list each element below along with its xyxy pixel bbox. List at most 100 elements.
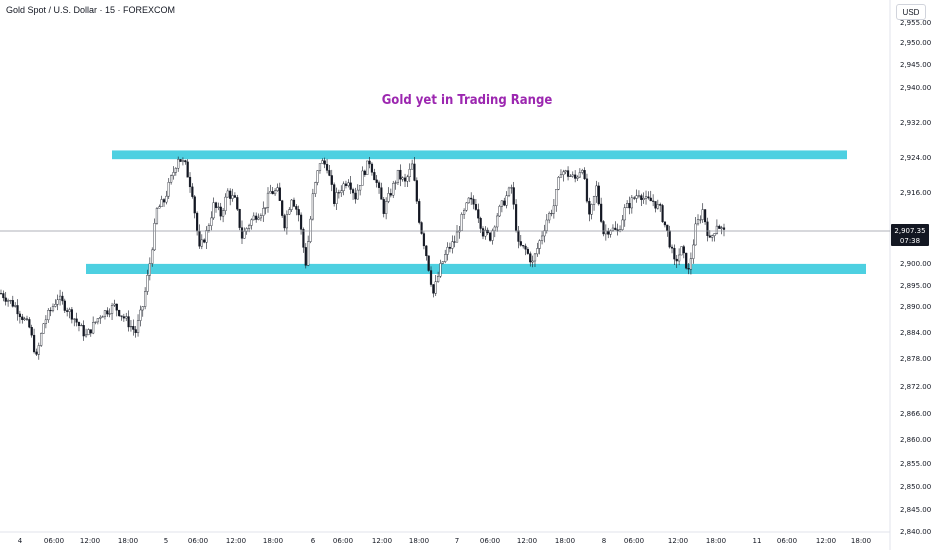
y-tick-label: 2,900.00 xyxy=(900,260,931,268)
candle-body xyxy=(47,310,50,321)
candle-body xyxy=(448,246,452,249)
candle xyxy=(571,171,574,178)
candle-body xyxy=(602,221,605,235)
candle-body xyxy=(614,227,617,230)
candle-body xyxy=(559,174,563,178)
candle-body xyxy=(299,214,303,230)
candle-body xyxy=(264,207,267,209)
candle xyxy=(309,216,312,244)
candle xyxy=(439,259,442,278)
candle-body xyxy=(420,222,423,234)
candle xyxy=(462,208,466,220)
candle-body xyxy=(314,182,317,194)
candle-body xyxy=(68,309,71,312)
candle-body xyxy=(626,203,629,208)
candle xyxy=(73,318,76,327)
candle xyxy=(316,170,319,186)
chart-annotation[interactable]: Gold yet in Trading Range xyxy=(382,93,553,108)
candle xyxy=(28,317,31,329)
candle xyxy=(498,204,501,218)
candle xyxy=(595,180,598,203)
candle-body xyxy=(529,253,532,263)
candle xyxy=(84,328,88,338)
y-tick-label: 2,840.00 xyxy=(900,528,931,536)
x-tick-label: 18:00 xyxy=(118,537,138,545)
candle xyxy=(333,182,336,207)
candle xyxy=(628,196,631,215)
candle xyxy=(642,192,645,204)
candle xyxy=(273,188,277,197)
candle-body xyxy=(120,315,123,317)
candle-body xyxy=(361,170,364,186)
x-tick-label: 11 xyxy=(753,537,762,545)
candle xyxy=(269,184,272,194)
range-zone-resistance xyxy=(112,150,847,160)
candle xyxy=(4,291,7,306)
candle xyxy=(548,211,551,224)
candle xyxy=(576,175,579,182)
candle xyxy=(536,242,539,257)
candle xyxy=(678,248,681,266)
candle-body xyxy=(661,205,664,223)
candle-body xyxy=(670,246,674,249)
candle xyxy=(427,255,430,272)
candle xyxy=(460,212,463,231)
candle-body xyxy=(240,227,244,239)
candle-body xyxy=(134,329,137,334)
candle-body xyxy=(562,171,565,175)
candle xyxy=(569,174,572,177)
candle-body xyxy=(144,291,147,307)
candle xyxy=(51,303,55,313)
candle xyxy=(165,190,168,205)
candle xyxy=(529,251,532,267)
candle xyxy=(510,184,513,194)
x-tick-label: 12:00 xyxy=(816,537,836,545)
candle xyxy=(257,213,260,221)
candle-body xyxy=(637,195,641,197)
candle xyxy=(186,159,189,178)
x-tick-label: 7 xyxy=(455,537,459,545)
candle-body xyxy=(250,219,253,226)
candle-body xyxy=(600,203,603,222)
candle-body xyxy=(609,230,612,235)
candle-body xyxy=(311,193,314,220)
candle-body xyxy=(330,175,333,185)
candle xyxy=(118,309,121,318)
candle-body xyxy=(167,182,170,197)
candle xyxy=(708,230,711,238)
x-tick-label: 18:00 xyxy=(706,537,726,545)
candle xyxy=(323,157,326,169)
candle xyxy=(375,174,378,188)
candle-body xyxy=(630,197,633,209)
candle-body xyxy=(44,319,47,325)
candle-body xyxy=(607,230,610,235)
candle-body xyxy=(285,214,288,229)
candle xyxy=(285,210,288,235)
candle-body xyxy=(713,233,716,236)
candle-body xyxy=(295,206,298,210)
candle-body xyxy=(462,210,466,215)
candle-body xyxy=(692,244,695,259)
candle-body xyxy=(368,160,371,165)
candle xyxy=(380,182,383,200)
candle xyxy=(292,197,296,208)
currency-button[interactable]: USD xyxy=(896,4,926,20)
candle-body xyxy=(262,208,265,216)
candle xyxy=(668,225,671,249)
candle-body xyxy=(699,219,702,221)
candle-body xyxy=(200,239,203,247)
candle xyxy=(191,183,194,199)
candle xyxy=(321,158,324,164)
y-tick-label: 2,955.00 xyxy=(900,19,931,27)
candle xyxy=(70,307,73,324)
candle xyxy=(304,243,307,269)
candle-body xyxy=(359,185,362,191)
candle-body xyxy=(151,249,154,264)
candle xyxy=(543,224,546,243)
y-tick-label: 2,890.00 xyxy=(900,303,931,311)
candle-body xyxy=(706,221,709,236)
candle-body xyxy=(557,177,560,190)
candle-body xyxy=(503,200,506,206)
candle xyxy=(654,201,657,213)
